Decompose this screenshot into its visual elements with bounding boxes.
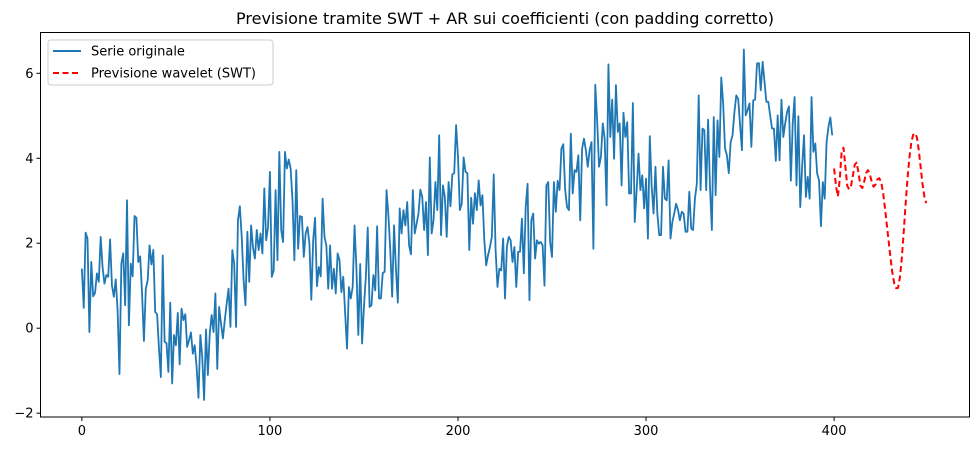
plot-area: [80, 48, 928, 401]
y-tick-label: −2: [14, 407, 33, 422]
y-tick-label: 2: [25, 237, 33, 252]
x-tick-label: 200: [446, 424, 471, 439]
x-tick-label: 100: [258, 424, 283, 439]
legend-label-previsione: Previsione wavelet (SWT): [91, 67, 256, 82]
axes-frame: [40, 32, 970, 418]
legend-label-serie-originale: Serie originale: [91, 45, 185, 60]
y-tick-label: 0: [25, 322, 33, 337]
x-axis: 0 100 200 300 400: [78, 417, 847, 439]
x-tick-label: 0: [78, 424, 86, 439]
x-tick-label: 400: [822, 424, 847, 439]
y-axis: −2 0 2 4 6: [14, 67, 41, 422]
series-line-previsione-wavelet: [833, 132, 928, 290]
y-tick-label: 4: [25, 152, 33, 167]
x-tick-label: 300: [634, 424, 659, 439]
series-line-serie-originale: [80, 48, 834, 401]
legend: Serie originale Previsione wavelet (SWT): [47, 39, 274, 86]
chart-title: Previsione tramite SWT + AR sui coeffici…: [236, 9, 774, 28]
legend-box: [47, 39, 274, 86]
y-tick-label: 6: [25, 67, 33, 82]
